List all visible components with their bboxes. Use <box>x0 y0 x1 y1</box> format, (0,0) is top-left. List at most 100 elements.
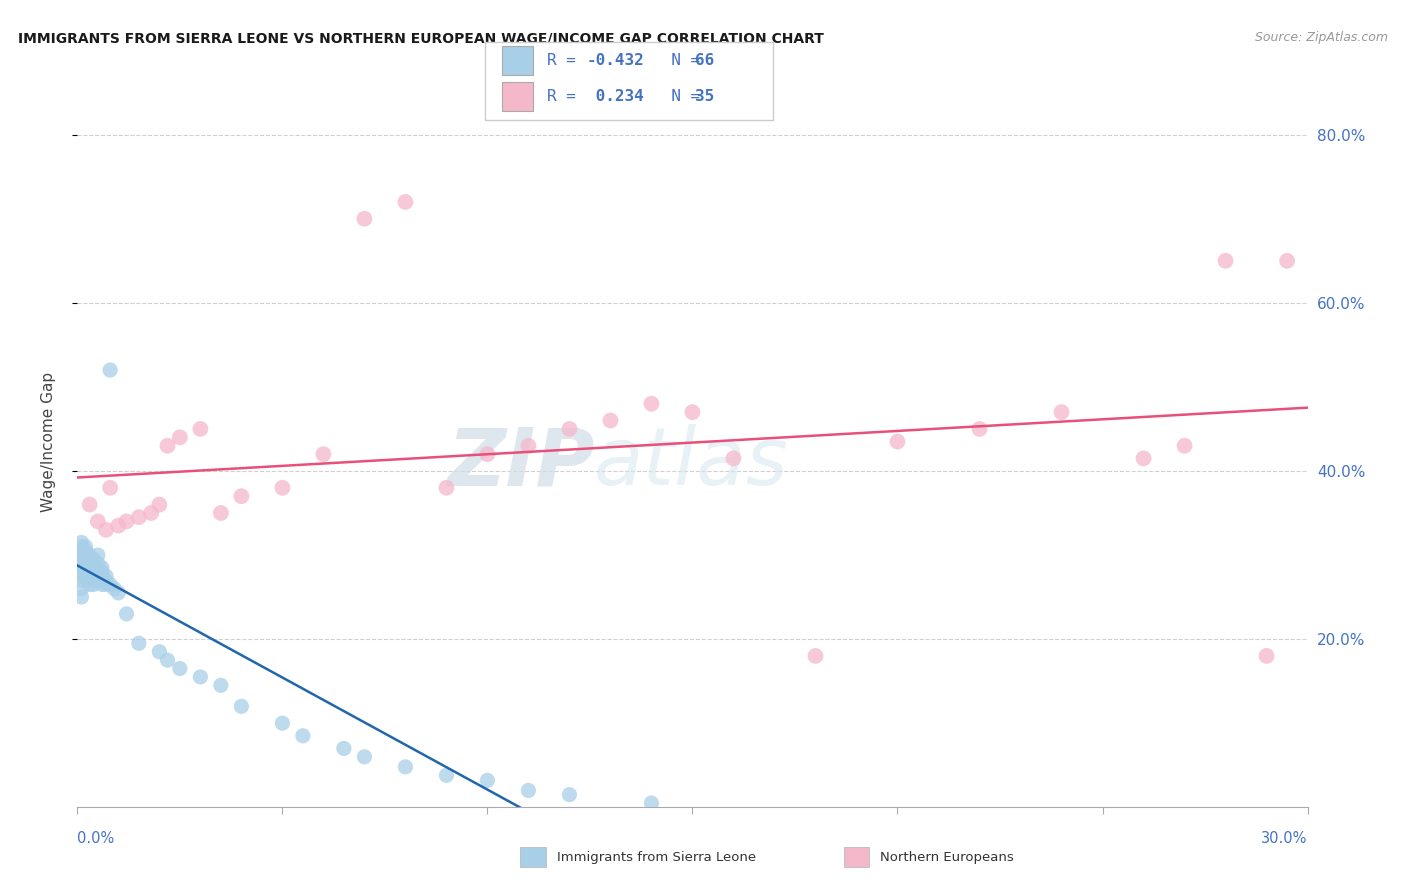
Point <box>79 577 101 591</box>
Point <box>231 699 253 714</box>
Point <box>70 569 93 583</box>
Point <box>70 544 93 558</box>
Y-axis label: Wage/Income Gap: Wage/Income Gap <box>42 371 56 512</box>
Text: 0.0%: 0.0% <box>77 831 114 846</box>
Text: atlas: atlas <box>595 425 789 502</box>
Point <box>75 544 97 558</box>
Point <box>70 560 93 574</box>
Point <box>115 607 138 621</box>
Point <box>75 560 97 574</box>
Point <box>209 678 232 692</box>
Text: 35: 35 <box>695 89 714 104</box>
Text: Source: ZipAtlas.com: Source: ZipAtlas.com <box>1254 31 1388 45</box>
Point <box>115 515 138 529</box>
Point <box>70 535 93 549</box>
Point <box>209 506 232 520</box>
Point <box>1215 253 1237 268</box>
Point <box>83 557 105 571</box>
Point <box>75 569 97 583</box>
Point <box>70 540 93 554</box>
Point <box>148 498 170 512</box>
Point <box>79 498 101 512</box>
Point <box>640 796 662 810</box>
Point <box>79 557 101 571</box>
Point <box>90 577 114 591</box>
Point <box>517 783 540 797</box>
Point <box>70 548 93 562</box>
Point <box>1275 253 1298 268</box>
Point <box>107 586 129 600</box>
Point <box>83 577 105 591</box>
Point <box>70 552 93 566</box>
Point <box>188 670 212 684</box>
Text: ZIP: ZIP <box>447 425 595 502</box>
Point <box>87 565 110 579</box>
Point <box>436 768 458 782</box>
Text: IMMIGRANTS FROM SIERRA LEONE VS NORTHERN EUROPEAN WAGE/INCOME GAP CORRELATION CH: IMMIGRANTS FROM SIERRA LEONE VS NORTHERN… <box>18 31 824 45</box>
Point <box>75 552 97 566</box>
Point <box>70 574 93 588</box>
Text: N =: N = <box>652 54 710 68</box>
Text: Northern Europeans: Northern Europeans <box>880 851 1014 863</box>
Point <box>558 422 581 436</box>
Point <box>640 397 662 411</box>
Text: N =: N = <box>652 89 710 104</box>
Point <box>128 636 150 650</box>
Point <box>94 569 117 583</box>
Point <box>886 434 908 449</box>
Point <box>79 548 101 562</box>
Point <box>90 565 114 579</box>
Point <box>87 560 110 574</box>
Point <box>231 489 253 503</box>
Point <box>477 773 499 788</box>
Point <box>98 481 121 495</box>
Point <box>271 716 294 731</box>
Point <box>75 540 97 554</box>
Point <box>353 749 375 764</box>
Point <box>436 481 458 495</box>
Point <box>128 510 150 524</box>
Text: R =: R = <box>547 54 585 68</box>
Point <box>517 439 540 453</box>
Point <box>1132 451 1154 466</box>
Point <box>969 422 991 436</box>
Text: Immigrants from Sierra Leone: Immigrants from Sierra Leone <box>557 851 756 863</box>
Point <box>804 648 827 663</box>
Point <box>169 661 191 675</box>
Point <box>312 447 335 461</box>
Point <box>70 590 93 604</box>
Text: 66: 66 <box>695 54 714 68</box>
Point <box>75 548 97 562</box>
Text: 30.0%: 30.0% <box>1261 831 1308 846</box>
Point <box>1256 648 1278 663</box>
Point <box>94 574 117 588</box>
Point <box>79 560 101 574</box>
Point <box>79 552 101 566</box>
Point <box>98 363 121 377</box>
Point <box>156 653 179 667</box>
Point <box>98 577 121 591</box>
Point <box>156 439 179 453</box>
Point <box>87 557 110 571</box>
Point <box>723 451 745 466</box>
Point <box>271 481 294 495</box>
Point <box>353 211 375 226</box>
Point <box>83 574 105 588</box>
Point <box>188 422 212 436</box>
Point <box>141 506 163 520</box>
Point <box>87 574 110 588</box>
Point <box>599 413 621 427</box>
Point <box>394 760 416 774</box>
Point <box>79 569 101 583</box>
Point <box>70 582 93 596</box>
Point <box>70 565 93 579</box>
Point <box>94 577 117 591</box>
Point <box>394 194 416 209</box>
Point <box>682 405 704 419</box>
Point <box>558 788 581 802</box>
Point <box>83 552 105 566</box>
Point <box>169 430 191 444</box>
Point <box>83 560 105 574</box>
Point <box>291 729 314 743</box>
Point <box>83 569 105 583</box>
